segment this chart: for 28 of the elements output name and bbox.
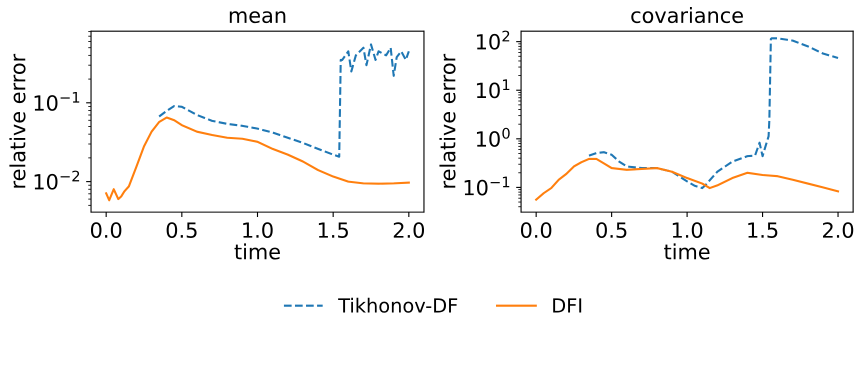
legend-label: Tikhonov-DF — [338, 298, 458, 313]
chart-title: covariance — [631, 7, 743, 24]
y-tick-label: 10$^{0}$ — [476, 128, 510, 147]
x-tick-label: 1.0 — [243, 222, 273, 238]
y-axis-title: relative error — [439, 54, 456, 188]
x-tick-label: 0.5 — [166, 222, 197, 238]
legend-label: DFI — [553, 298, 582, 313]
line-series — [535, 158, 840, 201]
x-tick-label: 0.5 — [596, 222, 626, 238]
x-tick-label: 2.0 — [394, 222, 424, 238]
y-axis-title: relative error — [9, 54, 26, 188]
y-tick-label: 10$^{−1}$ — [34, 92, 80, 111]
x-tick-label: 2.0 — [822, 222, 854, 238]
y-tick-label: 10$^{−2}$ — [34, 170, 80, 190]
chart-title: mean — [230, 11, 286, 24]
x-tick-label: 0.0 — [90, 222, 122, 238]
y-tick-label: 10$^{−1}$ — [464, 176, 510, 196]
line-series — [588, 37, 840, 190]
x-axis-title: time — [234, 243, 280, 260]
x-tick-label: 1.0 — [672, 222, 702, 238]
line-series — [158, 43, 410, 158]
x-tick-label: 1.5 — [748, 222, 778, 238]
x-tick-label: 0.0 — [520, 222, 552, 238]
y-tick-label: 10$^{1}$ — [476, 79, 510, 98]
x-axis-title: time — [664, 243, 710, 260]
x-tick-label: 1.5 — [318, 222, 348, 238]
y-tick-label: 10$^{2}$ — [476, 30, 510, 50]
line-series — [105, 116, 410, 202]
